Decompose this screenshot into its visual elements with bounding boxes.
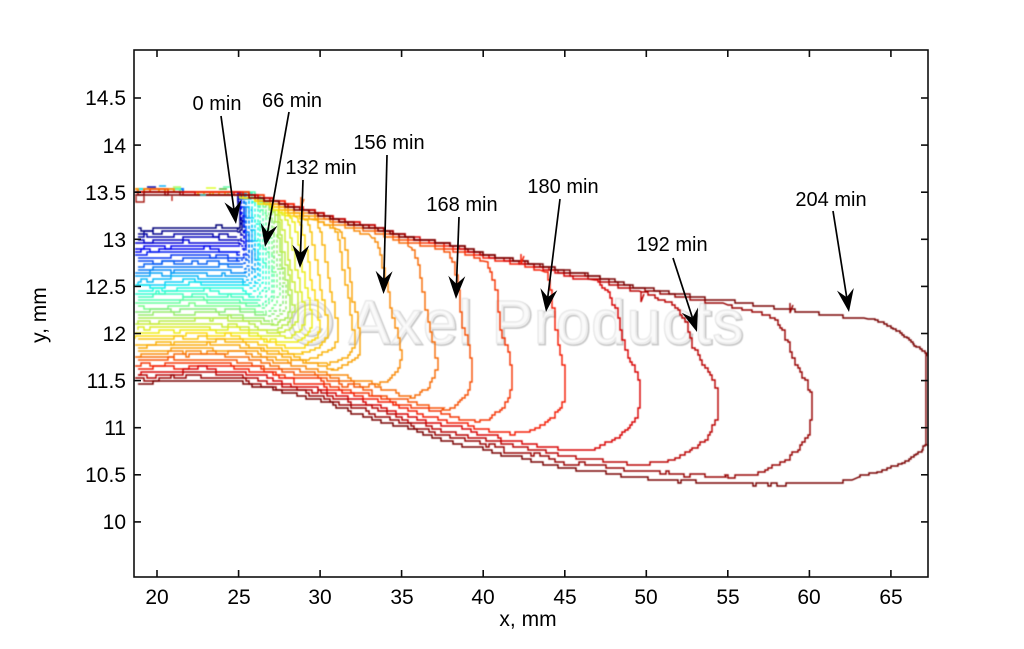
svg-text:30: 30: [308, 586, 331, 609]
svg-text:50: 50: [634, 586, 657, 609]
svg-text:12: 12: [103, 323, 126, 346]
svg-text:20: 20: [145, 586, 168, 609]
svg-text:13: 13: [103, 229, 126, 252]
svg-text:© Axel Products: © Axel Products: [287, 288, 744, 356]
svg-text:168 min: 168 min: [426, 194, 497, 216]
svg-text:x, mm: x, mm: [499, 608, 556, 631]
svg-text:y, mm: y, mm: [28, 287, 51, 343]
svg-text:14: 14: [103, 135, 127, 158]
svg-text:132 min: 132 min: [285, 157, 356, 179]
svg-text:40: 40: [471, 586, 494, 609]
svg-text:0 min: 0 min: [193, 93, 242, 115]
svg-text:156 min: 156 min: [353, 132, 424, 154]
svg-text:11: 11: [104, 417, 126, 440]
svg-text:11.5: 11.5: [87, 370, 126, 393]
svg-text:60: 60: [797, 586, 820, 609]
svg-text:14.5: 14.5: [85, 87, 126, 110]
svg-text:65: 65: [879, 586, 902, 609]
svg-text:192 min: 192 min: [636, 234, 707, 256]
svg-text:55: 55: [716, 586, 739, 609]
svg-text:204 min: 204 min: [795, 189, 866, 211]
svg-text:25: 25: [227, 586, 250, 609]
svg-text:10.5: 10.5: [85, 464, 126, 487]
svg-text:12.5: 12.5: [85, 276, 126, 299]
svg-text:180 min: 180 min: [527, 176, 598, 198]
svg-text:45: 45: [553, 586, 576, 609]
svg-text:© Axel Products: © Axel Products: [289, 290, 746, 358]
svg-text:35: 35: [390, 586, 413, 609]
svg-text:66 min: 66 min: [262, 90, 322, 112]
svg-text:10: 10: [103, 511, 126, 534]
svg-text:13.5: 13.5: [85, 182, 126, 205]
